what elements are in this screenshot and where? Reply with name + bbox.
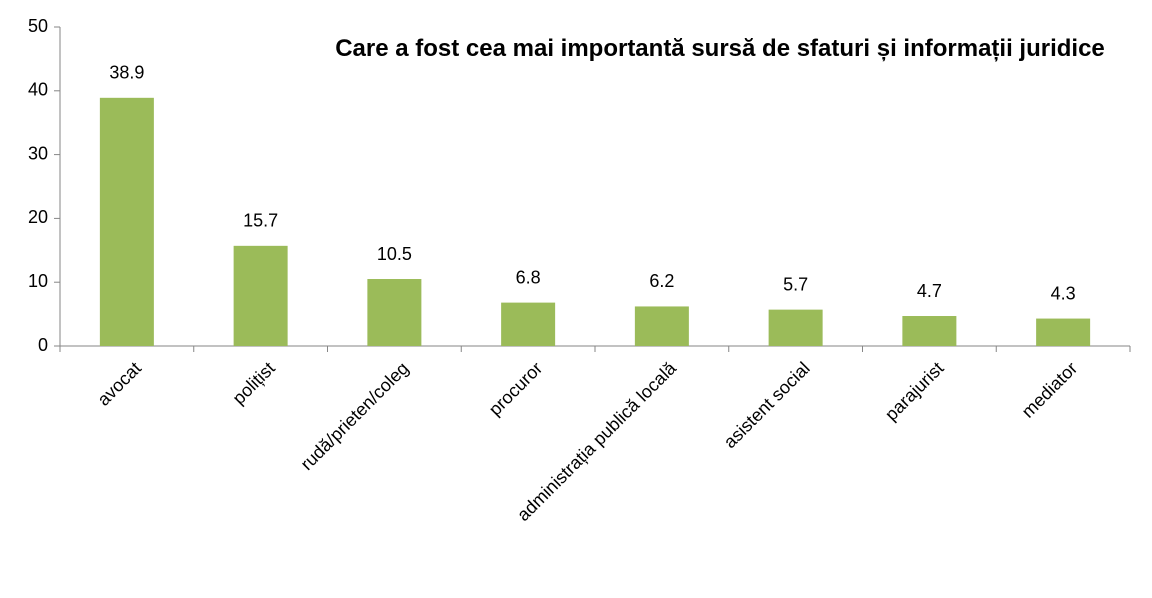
bar bbox=[634, 306, 689, 346]
value-label: 4.7 bbox=[917, 281, 942, 301]
value-label: 38.9 bbox=[109, 63, 144, 83]
value-label: 4.3 bbox=[1051, 283, 1076, 303]
value-label: 6.8 bbox=[516, 267, 541, 287]
bar bbox=[367, 279, 422, 346]
x-tick-label: parajurist bbox=[881, 358, 947, 424]
bar bbox=[501, 302, 556, 346]
value-label: 15.7 bbox=[243, 211, 278, 231]
bar bbox=[902, 316, 957, 346]
x-tick-label: polițist bbox=[229, 358, 279, 408]
value-label: 10.5 bbox=[377, 244, 412, 264]
value-label: 5.7 bbox=[783, 274, 808, 294]
x-tick-label: administrația publică locală bbox=[513, 357, 681, 525]
y-tick-label: 0 bbox=[38, 335, 48, 355]
y-tick-label: 10 bbox=[28, 271, 48, 291]
y-tick-label: 30 bbox=[28, 143, 48, 163]
x-tick-label: procuror bbox=[485, 358, 547, 420]
x-tick-label: asistent social bbox=[720, 358, 814, 452]
bar bbox=[99, 97, 154, 347]
x-tick-label: mediator bbox=[1018, 358, 1082, 422]
chart-title: Care a fost cea mai importantă sursă de … bbox=[335, 35, 1105, 62]
value-label: 6.2 bbox=[649, 271, 674, 291]
y-tick-label: 40 bbox=[28, 80, 48, 100]
bar bbox=[233, 245, 288, 346]
x-tick-label: rudă/prieten/coleg bbox=[297, 358, 413, 474]
bar bbox=[1036, 318, 1091, 346]
y-tick-label: 20 bbox=[28, 207, 48, 227]
x-tick-label: avocat bbox=[93, 358, 145, 410]
y-tick-label: 50 bbox=[28, 16, 48, 36]
bar bbox=[768, 309, 823, 346]
